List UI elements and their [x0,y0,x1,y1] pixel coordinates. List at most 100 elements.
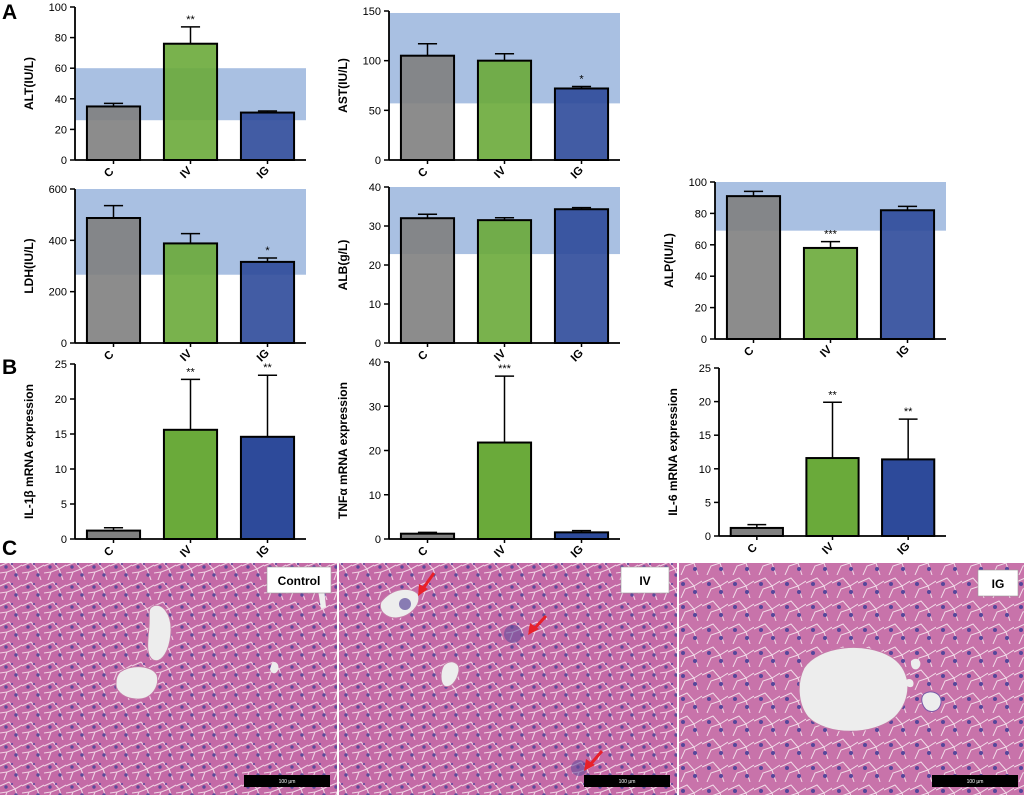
bar [85,217,142,344]
category-label: C [416,349,430,363]
chart-il1b: C ** IV ** IG 0 5 10 15 20 25 IL-1β mRNA expression [22,359,306,560]
significance-label: ** [186,366,195,378]
y-tick-label: 10 [369,299,381,311]
significance-label: ** [828,389,837,401]
y-tick-label: 20 [695,303,707,315]
bar [729,526,784,537]
tissue-image-control [0,563,337,795]
category-label: C [416,545,430,559]
red-arrow-head [584,759,595,771]
category-label: C [102,545,116,559]
category-label: C [742,345,756,359]
y-tick-label: 600 [49,184,67,196]
category-label: C [102,349,116,363]
y-axis-label: AST(IU/L) [336,58,350,113]
y-axis-label: ALP(IU/L) [662,233,676,288]
y-tick-label: 20 [369,446,381,458]
y-axis-label: IL-1β mRNA expression [22,384,36,519]
significance-label: *** [824,229,838,241]
bar [805,457,860,538]
scale-bar-label: 100 μm [279,779,296,785]
y-tick-label: 200 [49,287,67,299]
y-tick-label: 60 [55,63,67,75]
category-label: IV [492,544,508,560]
category-label: IV [178,165,194,181]
bar [162,42,219,161]
scale-bar [244,775,330,787]
panel-letter-b: B [2,356,17,379]
chart-il6: C ** IV ** IG 0 5 10 15 20 25 IL-6 mRNA expression [666,363,946,557]
y-tick-label: 80 [55,33,67,45]
scale-bar [932,775,1018,787]
y-tick-label: 30 [369,401,381,413]
category-label: IG [255,164,272,181]
y-tick-label: 25 [699,363,711,375]
small-vessel [440,661,460,688]
bar [162,428,219,540]
bar [553,87,610,161]
bar [162,242,219,344]
category-label: IV [492,165,508,181]
y-tick-label: 15 [55,429,67,441]
y-axis-label: ALB(g/L) [336,240,350,291]
central-vein [147,604,172,662]
y-axis-label: IL-6 mRNA expression [666,388,680,516]
y-tick-label: 20 [369,260,381,272]
y-tick-label: 100 [689,177,707,189]
scale-bar-label: 100 μm [967,779,984,785]
chart-tnfa: C *** IV IG 0 10 20 30 40 TNFα mRNA expression [336,357,620,560]
y-tick-label: 100 [49,2,67,14]
bar [399,54,456,162]
y-tick-label: 0 [61,534,67,546]
histology-label-control: Control [278,574,321,588]
y-tick-label: 0 [701,334,707,346]
y-tick-label: 40 [369,182,381,194]
significance-label: ** [186,14,195,26]
bar [85,105,142,161]
bar [476,59,533,162]
y-tick-label: 20 [55,124,67,136]
scale-bar-label: 100 μm [619,779,636,785]
red-arrow-head [418,584,428,596]
y-tick-label: 15 [699,430,711,442]
red-arrow-head [528,623,539,635]
y-tick-label: 5 [61,499,67,511]
panel-letter-a: A [2,1,17,24]
category-label: IG [895,343,912,360]
histology-label-box [266,566,332,594]
y-tick-label: 0 [705,531,711,543]
panel-letter-c: C [2,537,17,560]
histology-label-box [977,569,1019,597]
y-tick-label: 80 [695,208,707,220]
category-label: IG [569,347,586,364]
y-axis-label: TNFα mRNA expression [336,382,350,519]
bar [802,246,859,340]
inflammatory-focus [399,598,411,610]
significance-label: ** [904,406,913,418]
category-label: IV [492,348,508,364]
y-tick-label: 0 [375,338,381,350]
bar [239,260,296,345]
y-axis-label: ALT(IU/L) [22,57,36,110]
y-tick-label: 10 [699,464,711,476]
y-tick-label: 40 [695,271,707,283]
y-tick-label: 0 [61,338,67,350]
histology-control: Control 100 μm [0,563,337,795]
y-tick-label: 100 [363,56,381,68]
y-tick-label: 400 [49,235,67,247]
category-label: IG [569,543,586,560]
histology-label-ig: IG [992,577,1005,591]
significance-label: ** [263,362,272,374]
category-label: C [746,542,760,556]
portal-vessel [115,666,159,700]
small-vessel [905,678,914,688]
portal-vessel [921,691,942,712]
y-tick-label: 30 [369,221,381,233]
bar [553,531,610,540]
y-tick-label: 0 [61,155,67,167]
y-tick-label: 25 [55,359,67,371]
bar [476,219,533,344]
bar [725,195,782,340]
y-axis-label: LDH(IU/L) [22,238,36,293]
